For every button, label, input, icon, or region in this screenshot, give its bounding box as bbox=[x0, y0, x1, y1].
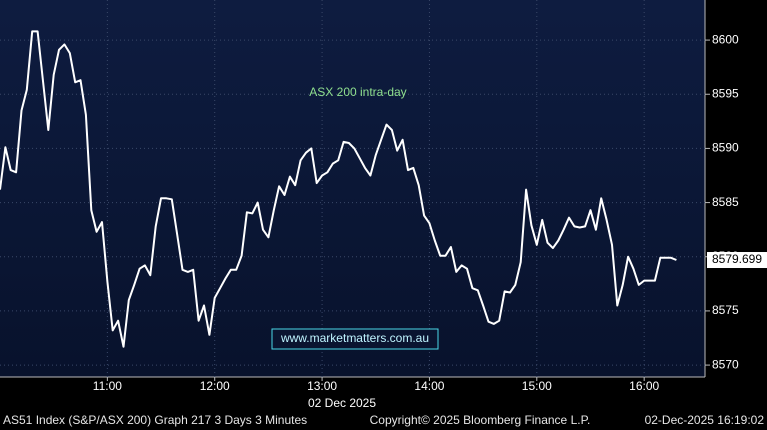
x-tick-label: 12:00 bbox=[200, 379, 230, 393]
x-tick-label: 14:00 bbox=[414, 379, 444, 393]
watermark-box bbox=[271, 328, 439, 350]
footer-center: Copyright© 2025 Bloomberg Finance L.P. bbox=[370, 413, 591, 427]
y-tick-label: 8600 bbox=[712, 32, 739, 46]
annotation: ASX 200 intra-day bbox=[309, 85, 406, 99]
y-tick-label: 8595 bbox=[712, 86, 739, 100]
x-tick-label: 16:00 bbox=[629, 379, 659, 393]
x-tick-label: 15:00 bbox=[522, 379, 552, 393]
x-tick-label: 13:00 bbox=[307, 379, 337, 393]
y-tick-label: 8590 bbox=[712, 141, 739, 155]
x-tick-label: 11:00 bbox=[93, 379, 122, 393]
last-value-box bbox=[707, 252, 767, 269]
price-line bbox=[0, 30, 677, 348]
y-tick-label: 8570 bbox=[712, 357, 739, 371]
watermark: www.marketmatters.com.au bbox=[280, 331, 429, 345]
y-tick-label: 8575 bbox=[712, 303, 739, 317]
y-tick-label: 8585 bbox=[712, 195, 739, 209]
plot-area bbox=[0, 0, 705, 377]
x-axis-label: 02 Dec 2025 bbox=[308, 396, 376, 410]
footer-left: AS51 Index (S&P/ASX 200) Graph 217 3 Day… bbox=[3, 413, 307, 427]
last-value-label: 8579.699 bbox=[712, 252, 762, 266]
footer-right: 02-Dec-2025 16:19:02 bbox=[645, 413, 765, 427]
